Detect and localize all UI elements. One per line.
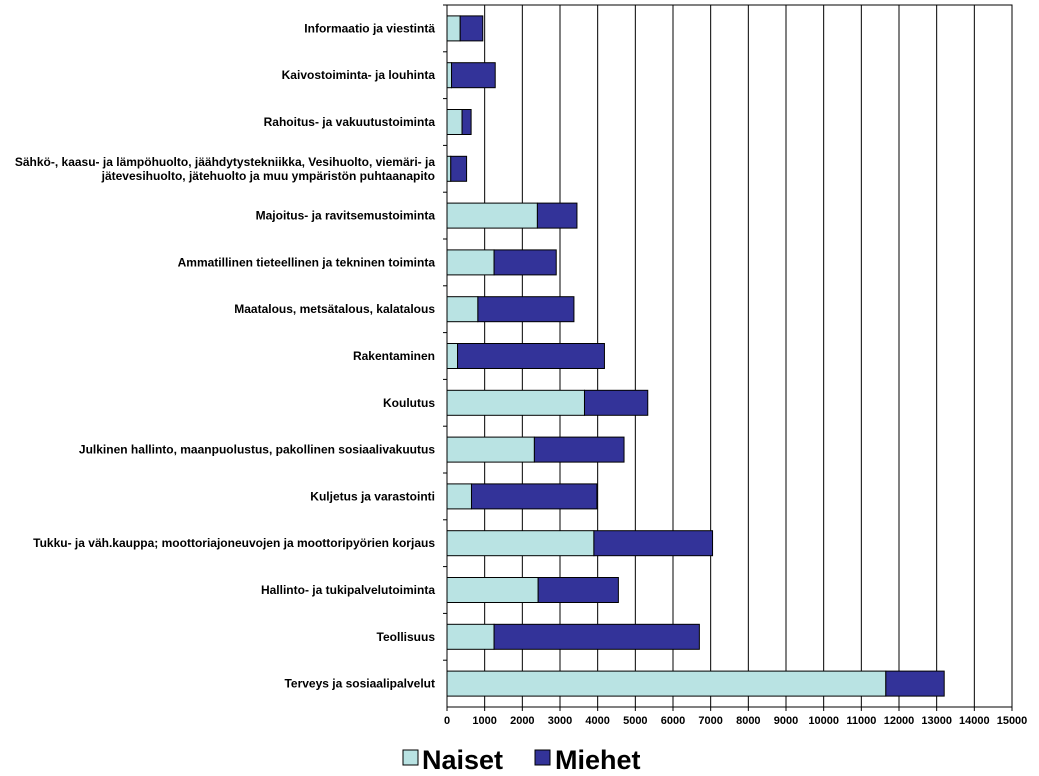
x-tick-label: 1000	[472, 715, 496, 727]
x-tick-label: 12000	[884, 715, 915, 727]
bar-miehet	[885, 670, 945, 697]
category-label: Sähkö-, kaasu- ja lämpöhuolto, jäähdytys…	[15, 155, 435, 169]
category-label: Kuljetus ja varastointi	[310, 489, 435, 503]
bar-miehet	[536, 202, 578, 229]
bar-miehet	[461, 109, 472, 135]
x-tick-label: 6000	[661, 715, 685, 727]
bar-naiset	[446, 62, 453, 89]
category-labels: Informaatio ja viestintä Kaivostoiminta- …	[15, 21, 435, 690]
x-tick-label: 14000	[959, 715, 990, 727]
gridlines	[443, 4, 1013, 708]
x-tick-label: 15000	[997, 715, 1028, 727]
x-tick-label: 4000	[585, 715, 609, 727]
category-label: Kaivostoiminta- ja louhinta	[282, 68, 436, 82]
bar-naiset	[446, 483, 472, 510]
bar-naiset	[446, 15, 461, 42]
legend-label-naiset: Naiset	[422, 745, 503, 775]
x-tick-label: 9000	[774, 715, 798, 727]
bar-miehet	[477, 296, 575, 323]
category-label: Rahoitus- ja vakuutustoiminta	[264, 115, 436, 129]
category-label: Julkinen hallinto, maanpuolustus, pakoll…	[79, 443, 435, 457]
category-label: Terveys ja sosiaalipalvelut	[284, 677, 435, 691]
x-tick-label: 2000	[510, 715, 534, 727]
category-label: Maatalous, metsätalous, kalatalous	[234, 302, 435, 316]
category-label: jätevesihuolto, jätehuolto ja muu ympäri…	[101, 169, 435, 183]
bar-miehet	[450, 155, 468, 182]
bar-naiset	[446, 109, 463, 135]
category-label: Koulutus	[383, 396, 435, 410]
x-tick-label: 11000	[846, 715, 876, 727]
category-label: Majoitus- ja ravitsemustoiminta	[256, 209, 436, 223]
x-tick-label: 7000	[698, 715, 722, 727]
bar-miehet	[533, 436, 625, 463]
category-label: Tukku- ja väh.kauppa; moottoriajoneuvoje…	[33, 536, 435, 550]
bars	[446, 15, 945, 697]
category-label: Ammatillinen tieteellinen ja tekninen to…	[178, 255, 436, 269]
legend-label-miehet: Miehet	[555, 745, 641, 775]
x-tick-label: 13000	[921, 715, 952, 727]
bar-naiset	[446, 249, 495, 276]
bar-naiset	[446, 623, 495, 650]
bar-miehet	[537, 577, 619, 603]
bar-naiset	[446, 202, 538, 229]
bar-naiset	[446, 155, 452, 182]
legend-swatch-miehet	[534, 749, 551, 766]
bar-miehet	[583, 389, 649, 416]
bar-miehet	[459, 15, 484, 42]
category-label: Hallinto- ja tukipalvelutoiminta	[261, 583, 435, 597]
bar-naiset	[446, 296, 479, 323]
bar-miehet	[593, 530, 714, 557]
category-label: Informaatio ja viestintä	[304, 21, 435, 35]
category-label: Rakentaminen	[353, 349, 435, 363]
x-tick-label: 5000	[623, 715, 647, 727]
bar-miehet	[470, 483, 598, 510]
category-label: Teollisuus	[377, 630, 436, 644]
x-tick-label: 3000	[548, 715, 572, 727]
bar-naiset	[446, 670, 887, 697]
bar-miehet	[493, 249, 557, 276]
bar-miehet	[493, 623, 700, 650]
x-axis-ticks: 0 1000 2000 3000 4000 5000 6000 7000 8000 9000 100…	[444, 707, 1027, 727]
bar-naiset	[446, 530, 595, 557]
bar-naiset	[446, 389, 585, 416]
legend: Naiset Miehet	[402, 745, 641, 775]
bar-naiset	[446, 436, 535, 463]
legend-swatch-naiset	[402, 749, 419, 766]
x-tick-label: 0	[444, 715, 450, 727]
bar-naiset	[446, 343, 459, 369]
bar-miehet	[457, 343, 605, 369]
bar-naiset	[446, 577, 539, 603]
bar-miehet	[451, 62, 496, 89]
x-tick-label: 8000	[736, 715, 760, 727]
x-tick-label: 10000	[808, 715, 839, 727]
